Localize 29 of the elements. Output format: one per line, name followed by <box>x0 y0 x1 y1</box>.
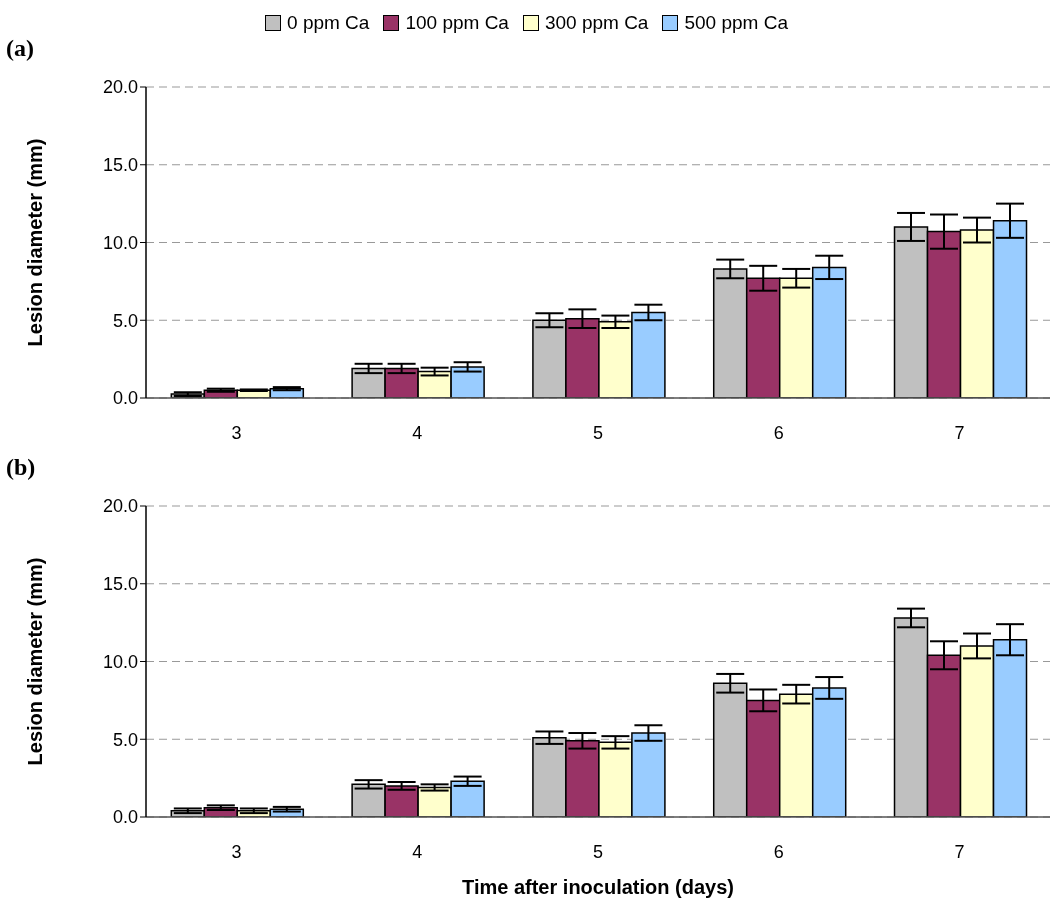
y-tick-label: 10.0 <box>102 232 138 253</box>
y-tick-label: 5.0 <box>112 310 138 331</box>
y-tick-label: 0.0 <box>112 807 138 828</box>
y-axis-title: Lesion diameter (mm) <box>24 138 47 347</box>
x-tick-label: 7 <box>954 422 965 443</box>
x-tick-label: 6 <box>773 841 784 862</box>
x-tick-label: 3 <box>231 422 242 443</box>
chart-title: (a) <box>6 35 34 62</box>
y-tick-label: 15.0 <box>102 574 138 595</box>
y-tick-label: 20.0 <box>102 77 138 98</box>
x-tick-label: 5 <box>592 841 604 862</box>
y-tick-label: 10.0 <box>102 651 138 672</box>
legend-label: 300 ppm Ca <box>544 12 649 34</box>
x-tick-label: 4 <box>412 422 423 443</box>
legend-label: 0 ppm Ca <box>287 12 370 34</box>
x-tick-label: 4 <box>412 841 423 862</box>
x-tick-label: 3 <box>231 841 242 862</box>
y-tick-label: 5.0 <box>112 729 138 750</box>
x-tick-label: 5 <box>592 422 604 443</box>
y-tick-label: 15.0 <box>102 155 138 176</box>
x-axis-title: Time after inoculation (days) <box>462 876 734 898</box>
y-tick-label: 0.0 <box>112 388 138 409</box>
y-axis-title: Lesion diameter (mm) <box>24 557 47 766</box>
legend-label: 100 ppm Ca <box>405 12 509 34</box>
chart-title: (b) <box>6 454 36 481</box>
legend-label: 500 ppm Ca <box>684 12 788 34</box>
x-tick-label: 6 <box>773 422 784 443</box>
x-tick-label: 7 <box>954 841 965 862</box>
y-tick-label: 20.0 <box>102 496 138 517</box>
